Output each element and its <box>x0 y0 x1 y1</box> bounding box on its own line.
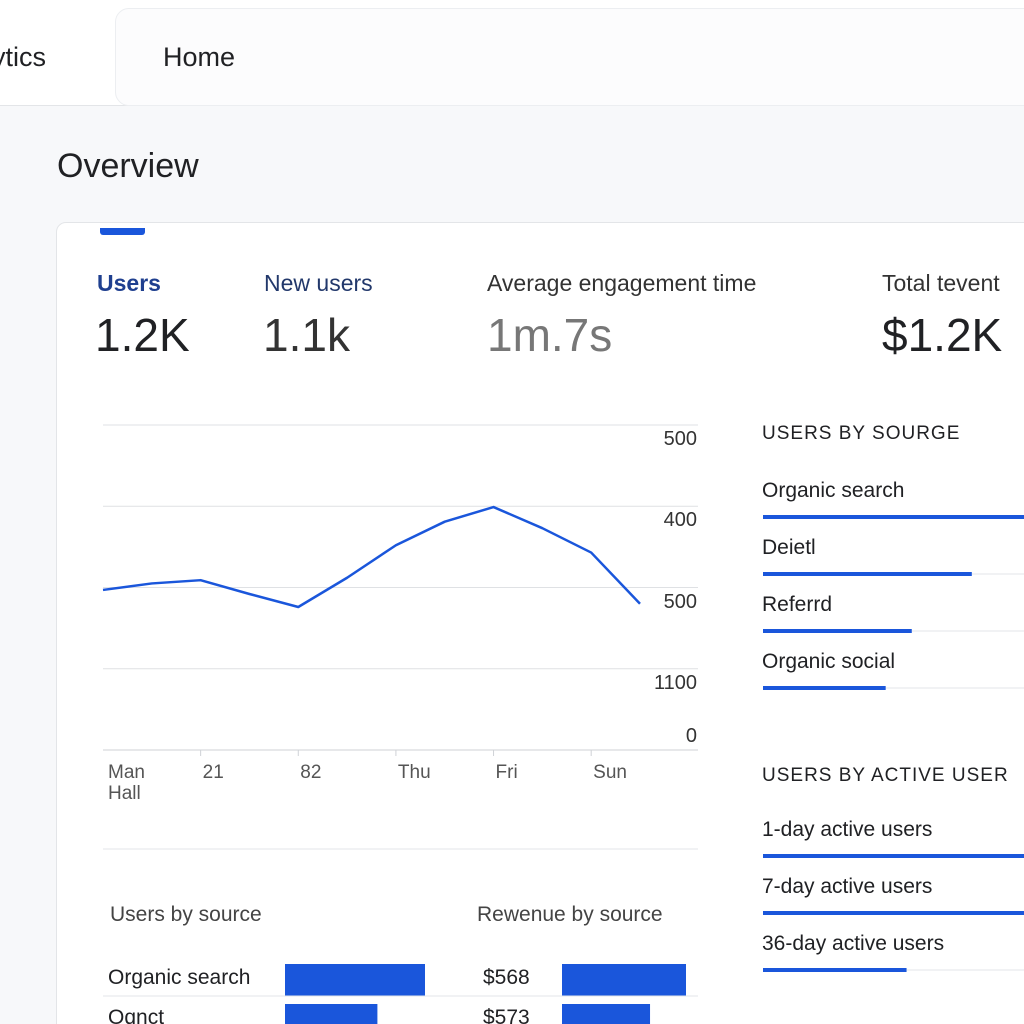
list-item[interactable]: Organic social <box>762 650 896 673</box>
metric-value: 1.2K <box>95 309 190 361</box>
y-tick-label: 400 <box>663 509 697 532</box>
bar <box>763 968 907 972</box>
bar <box>763 854 1024 858</box>
list-item[interactable]: 1-day active users <box>762 818 933 841</box>
tab-indicator <box>100 228 145 235</box>
bar-label: $573 <box>483 1006 530 1024</box>
list-item[interactable]: Deietl <box>762 536 816 559</box>
metric-value: $1.2K <box>882 309 1003 361</box>
metric-label[interactable]: New users <box>264 270 373 296</box>
y-tick-label: 1100 <box>653 671 697 694</box>
list-item[interactable]: 36-day active users <box>762 932 945 955</box>
list-item[interactable]: 7-day active users <box>762 875 933 898</box>
x-tick-label: 82 <box>300 762 322 783</box>
bar <box>763 572 972 576</box>
nav-home[interactable]: Home <box>163 42 236 72</box>
section-heading: USERS BY ACTIVE USER <box>762 765 1009 786</box>
bar <box>285 1004 378 1024</box>
metric-label[interactable]: Users <box>97 270 161 296</box>
bar <box>763 515 1024 519</box>
section-heading: USERS BY SOURGE <box>762 423 961 444</box>
metric-label[interactable]: Average engagement time <box>487 270 757 296</box>
bar <box>562 964 686 996</box>
metric-label[interactable]: Total tevent <box>882 270 1000 296</box>
list-item[interactable]: Organic search <box>762 479 905 502</box>
x-tick-label: Thu <box>397 762 431 783</box>
metric-value: 1m.7s <box>487 309 613 361</box>
overview-card <box>56 222 1024 1024</box>
x-tick-label: 21 <box>202 762 224 783</box>
header-card <box>115 8 1024 106</box>
list-item[interactable]: Referrd <box>762 593 833 616</box>
bar <box>763 911 1024 915</box>
x-tick-label: Man Hall <box>108 762 145 804</box>
x-tick-label: Sun <box>593 762 627 783</box>
bar-label: $568 <box>483 966 530 989</box>
bar <box>763 686 886 690</box>
line-series <box>102 505 641 609</box>
bar-label: Organic search <box>108 966 251 989</box>
section-title: Users by source <box>110 903 262 926</box>
section-title: Rewenue by source <box>477 903 663 926</box>
app-name[interactable]: ytics <box>0 42 46 72</box>
bar-label: Oqnct <box>108 1006 165 1024</box>
y-tick-label: 500 <box>663 590 697 613</box>
page-title: Overview <box>57 147 199 185</box>
y-tick-label: 0 <box>685 725 697 747</box>
metric-value: 1.1k <box>263 309 350 361</box>
bar <box>285 964 425 996</box>
bar <box>562 1004 651 1024</box>
bar <box>763 629 912 633</box>
x-tick-label: Fri <box>495 762 518 783</box>
header: ytics Home <box>0 0 1024 106</box>
y-tick-label: 500 <box>663 428 697 450</box>
